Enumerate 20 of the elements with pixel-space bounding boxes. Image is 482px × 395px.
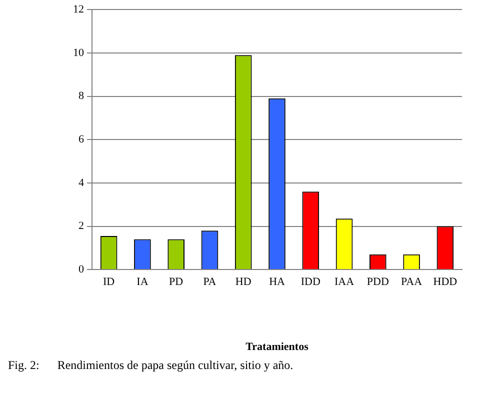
x-tick-label: PA — [203, 276, 216, 288]
x-axis-title: Tratamientos — [246, 341, 310, 354]
y-tick-label: 4 — [78, 176, 84, 189]
x-tick-label: PD — [169, 276, 184, 288]
y-tick-label: 6 — [78, 133, 84, 146]
y-tick-label: 2 — [78, 220, 84, 232]
y-tick-label: 0 — [78, 263, 84, 276]
y-tick-label: 8 — [78, 90, 84, 102]
x-tick-label: HDD — [433, 276, 458, 288]
caption: Fig. 2: Rendimientos de papa según cultivar, sitio y año. — [8, 358, 294, 373]
y-tick-label: 12 — [73, 3, 84, 16]
x-tick-label: PAA — [401, 276, 422, 288]
x-tick-label: IDD — [300, 276, 320, 288]
x-tick-label: IAA — [334, 276, 354, 288]
x-tick-label: HA — [269, 276, 285, 288]
x-tick-label: PDD — [366, 276, 389, 288]
x-tick-label: IA — [136, 276, 148, 288]
x-tick-label: ID — [103, 276, 115, 288]
x-tick-label: HD — [235, 276, 252, 288]
y-tick-label: 10 — [73, 46, 84, 59]
